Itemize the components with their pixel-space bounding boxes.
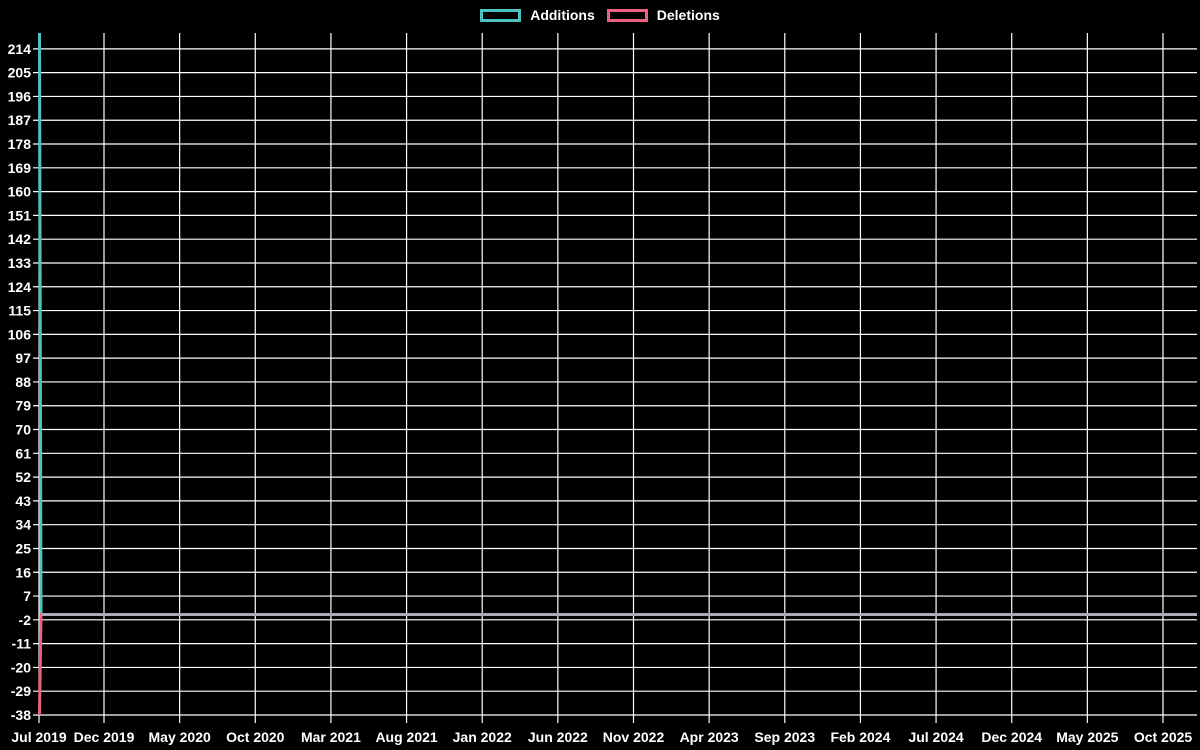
x-tick-label: Feb 2024: [830, 729, 890, 745]
x-tick-label: Mar 2021: [301, 729, 361, 745]
y-tick-label: 178: [8, 136, 32, 152]
x-tick-label: Apr 2023: [680, 729, 739, 745]
x-tick-label: Dec 2019: [74, 729, 135, 745]
x-tick-label: May 2020: [149, 729, 211, 745]
y-tick-label: 106: [8, 326, 32, 342]
x-tick-label: May 2025: [1056, 729, 1118, 745]
y-tick-label: 160: [8, 184, 32, 200]
x-tick-label: Oct 2020: [226, 729, 285, 745]
y-tick-label: 25: [15, 540, 31, 556]
y-tick-label: 124: [8, 279, 32, 295]
x-tick-label: Dec 2024: [981, 729, 1042, 745]
deletions-legend-swatch-icon: [606, 8, 648, 22]
y-tick-label: -29: [11, 683, 31, 699]
y-tick-label: 61: [15, 445, 31, 461]
y-tick-label: 97: [15, 350, 31, 366]
x-tick-label: Jul 2019: [11, 729, 66, 745]
y-tick-label: -38: [11, 707, 31, 723]
y-tick-label: 88: [15, 374, 31, 390]
y-tick-label: -11: [12, 636, 32, 652]
y-tick-label: 133: [8, 255, 32, 271]
x-tick-label: Jul 2024: [908, 729, 963, 745]
legend-item-deletions[interactable]: Deletions: [606, 7, 720, 23]
y-tick-label: -20: [11, 659, 31, 675]
deletions-line: [38, 613, 1197, 716]
x-tick-label: Oct 2025: [1134, 729, 1193, 745]
y-tick-label: 16: [15, 564, 31, 580]
deletions-legend-label: Deletions: [656, 7, 720, 23]
y-tick-label: 142: [8, 231, 32, 247]
y-tick-label: 34: [15, 517, 31, 533]
y-tick-label: 196: [8, 88, 32, 104]
y-tick-label: 79: [15, 398, 31, 414]
y-tick-label: 7: [23, 588, 31, 604]
x-tick-label: Jan 2022: [453, 729, 512, 745]
chart-legend: Additions Deletions: [0, 8, 1200, 22]
x-tick-label: Jun 2022: [528, 729, 588, 745]
additions-legend-label: Additions: [530, 7, 595, 23]
y-tick-label: 52: [15, 469, 31, 485]
y-tick-label: 169: [8, 160, 32, 176]
x-tick-label: Nov 2022: [603, 729, 665, 745]
x-tick-label: Sep 2023: [754, 729, 815, 745]
y-tick-label: 205: [8, 65, 32, 81]
y-tick-label: 43: [15, 493, 31, 509]
y-tick-label: 187: [8, 112, 32, 128]
additions-legend-swatch-icon: [480, 8, 522, 22]
y-tick-label: 151: [8, 207, 32, 223]
x-tick-label: Aug 2021: [375, 729, 437, 745]
y-tick-label: -2: [19, 612, 32, 628]
legend-item-additions[interactable]: Additions: [480, 8, 595, 22]
y-tick-label: 70: [15, 422, 31, 438]
y-tick-label: 214: [8, 41, 32, 57]
y-tick-label: 115: [8, 303, 31, 319]
